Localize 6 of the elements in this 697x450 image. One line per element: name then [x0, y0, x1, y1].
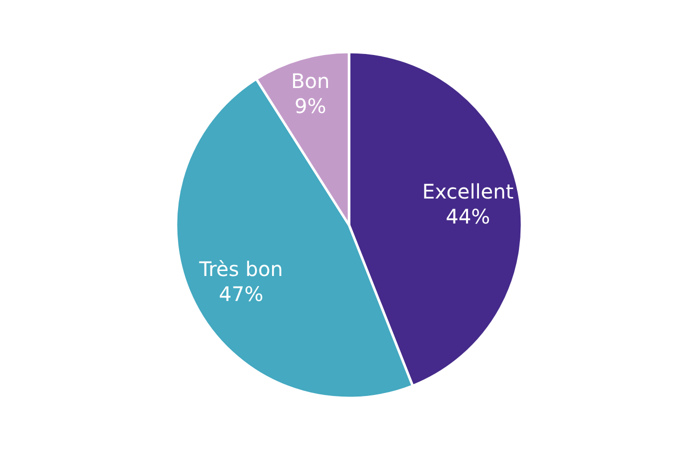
slice-label: Très bon — [198, 256, 283, 281]
data-label: 9% — [294, 94, 326, 118]
data-label: 47% — [218, 282, 264, 306]
data-label: 44% — [446, 204, 490, 228]
slice-label: Excellent — [422, 179, 514, 204]
slice-label: Bon — [291, 69, 330, 94]
